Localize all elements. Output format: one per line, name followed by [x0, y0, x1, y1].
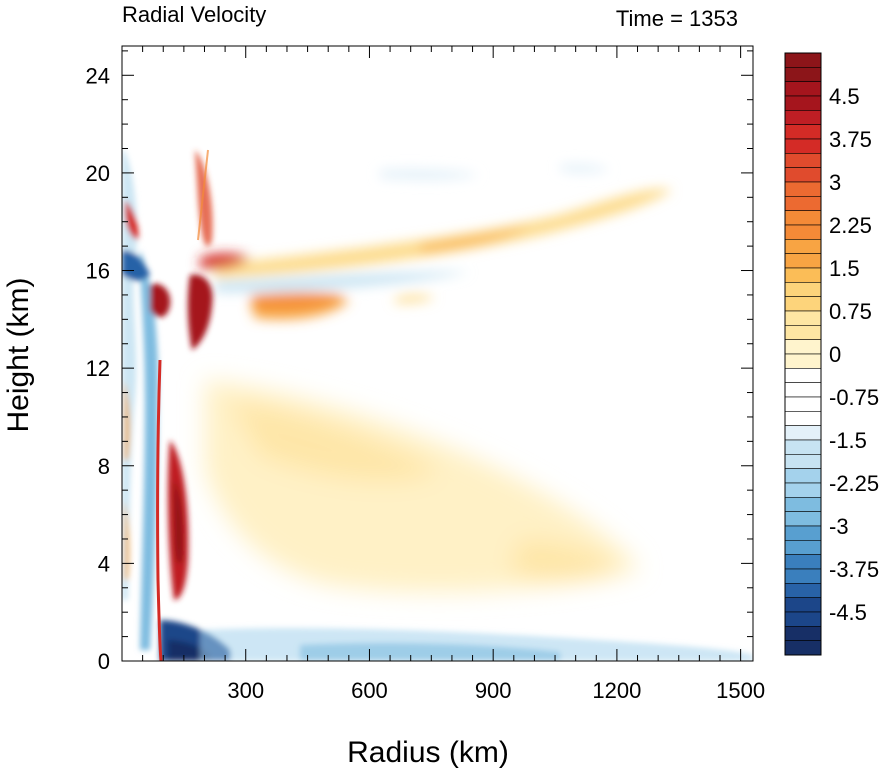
colorbar-label: 1.5 [829, 256, 860, 281]
x-axis: 300 600 900 1200 1500 [142, 46, 765, 703]
colorbar-swatch [784, 382, 822, 398]
y-tick-label: 16 [86, 259, 110, 284]
colorbar-label: 0.75 [829, 299, 872, 324]
upper-outflow-jet [200, 164, 672, 320]
colorbar-label: 0 [829, 342, 841, 367]
y-tick-label: 20 [86, 161, 110, 186]
y-tick-label: 0 [98, 649, 110, 674]
colorbar-label: -3.75 [829, 557, 879, 582]
colorbar-swatch [784, 210, 822, 226]
colorbar-swatch [784, 439, 822, 455]
colorbar-swatch [784, 511, 822, 527]
colorbar-label: 2.25 [829, 213, 872, 238]
x-tick-label: 1200 [592, 678, 641, 703]
colorbar-swatch [784, 138, 822, 154]
colorbar-swatch [784, 425, 822, 441]
colorbar-swatch [784, 253, 822, 269]
colorbar-swatch [784, 52, 822, 68]
x-tick-label: 300 [227, 678, 264, 703]
colorbar-swatch [784, 267, 822, 283]
time-label: Time = 1353 [616, 6, 738, 31]
colorbar-swatch [784, 554, 822, 570]
eyewall-region [122, 150, 753, 661]
colorbar-swatch [784, 95, 822, 111]
colorbar-swatch [784, 282, 822, 297]
heatmap-plot: 300 600 900 1200 1500 0 4 8 12 16 20 24 [86, 45, 765, 703]
colorbar-swatch [784, 568, 822, 584]
colorbar-swatch [784, 224, 822, 240]
plot-frame [121, 45, 754, 662]
colorbar-swatch [784, 611, 822, 627]
upper-streak [197, 149, 209, 241]
colorbar: 4.5 3.75 3 2.25 1.5 0.75 0 -0.75 -1.5 -2.25 -3 -3.7… [784, 52, 879, 656]
colorbar-swatch [784, 396, 822, 412]
colorbar-swatch [784, 239, 822, 254]
y-tick-label: 12 [86, 356, 110, 381]
colorbar-swatch [784, 67, 822, 82]
colorbar-swatch [784, 497, 822, 512]
colorbar-swatch [784, 325, 822, 340]
y-axis-label: Height (km) [2, 277, 35, 432]
mid-level-outflow [205, 380, 640, 593]
colorbar-swatch [784, 81, 822, 97]
colorbar-label: -3 [829, 514, 849, 539]
colorbar-swatch [784, 597, 822, 613]
colorbar-swatch [784, 468, 822, 484]
colorbar-swatch [784, 153, 822, 168]
colorbar-swatch [784, 339, 822, 355]
colorbar-swatch [784, 296, 822, 312]
colorbar-label: -0.75 [829, 385, 879, 410]
x-tick-label: 600 [351, 678, 388, 703]
colorbar-swatch [784, 110, 822, 125]
colorbar-frame [784, 52, 822, 656]
y-tick-label: 4 [98, 551, 110, 576]
colorbar-label: -2.25 [829, 471, 879, 496]
colorbar-label: -1.5 [829, 428, 867, 453]
colorbar-swatch [784, 124, 822, 140]
colorbar-swatch [784, 411, 822, 426]
x-tick-label: 900 [475, 678, 512, 703]
heatmap-field [122, 149, 753, 661]
colorbar-swatch [784, 583, 822, 598]
x-tick-label: 1500 [716, 678, 765, 703]
eyewall-updraft-line [156, 359, 163, 661]
colorbar-label: 4.5 [829, 84, 860, 109]
colorbar-swatch [784, 525, 822, 541]
x-axis-label: Radius (km) [347, 736, 509, 769]
y-tick-label: 24 [86, 63, 110, 88]
y-axis: 0 4 8 12 16 20 24 [86, 50, 753, 674]
colorbar-swatch [784, 626, 822, 641]
colorbar-swatch [784, 482, 822, 498]
colorbar-swatch [784, 368, 822, 383]
colorbar-label: -4.5 [829, 600, 867, 625]
colorbar-label: 3.75 [829, 127, 872, 152]
colorbar-label: 3 [829, 170, 841, 195]
colorbar-swatch [784, 196, 822, 211]
colorbar-swatch [784, 353, 822, 369]
chart-title: Radial Velocity [122, 2, 266, 27]
colorbar-swatch [784, 181, 822, 197]
colorbar-swatch [784, 540, 822, 555]
colorbar-swatch [784, 167, 822, 183]
colorbar-swatch [784, 454, 822, 469]
y-tick-label: 8 [98, 454, 110, 479]
colorbar-swatch [784, 640, 822, 656]
colorbar-swatch [784, 310, 822, 326]
